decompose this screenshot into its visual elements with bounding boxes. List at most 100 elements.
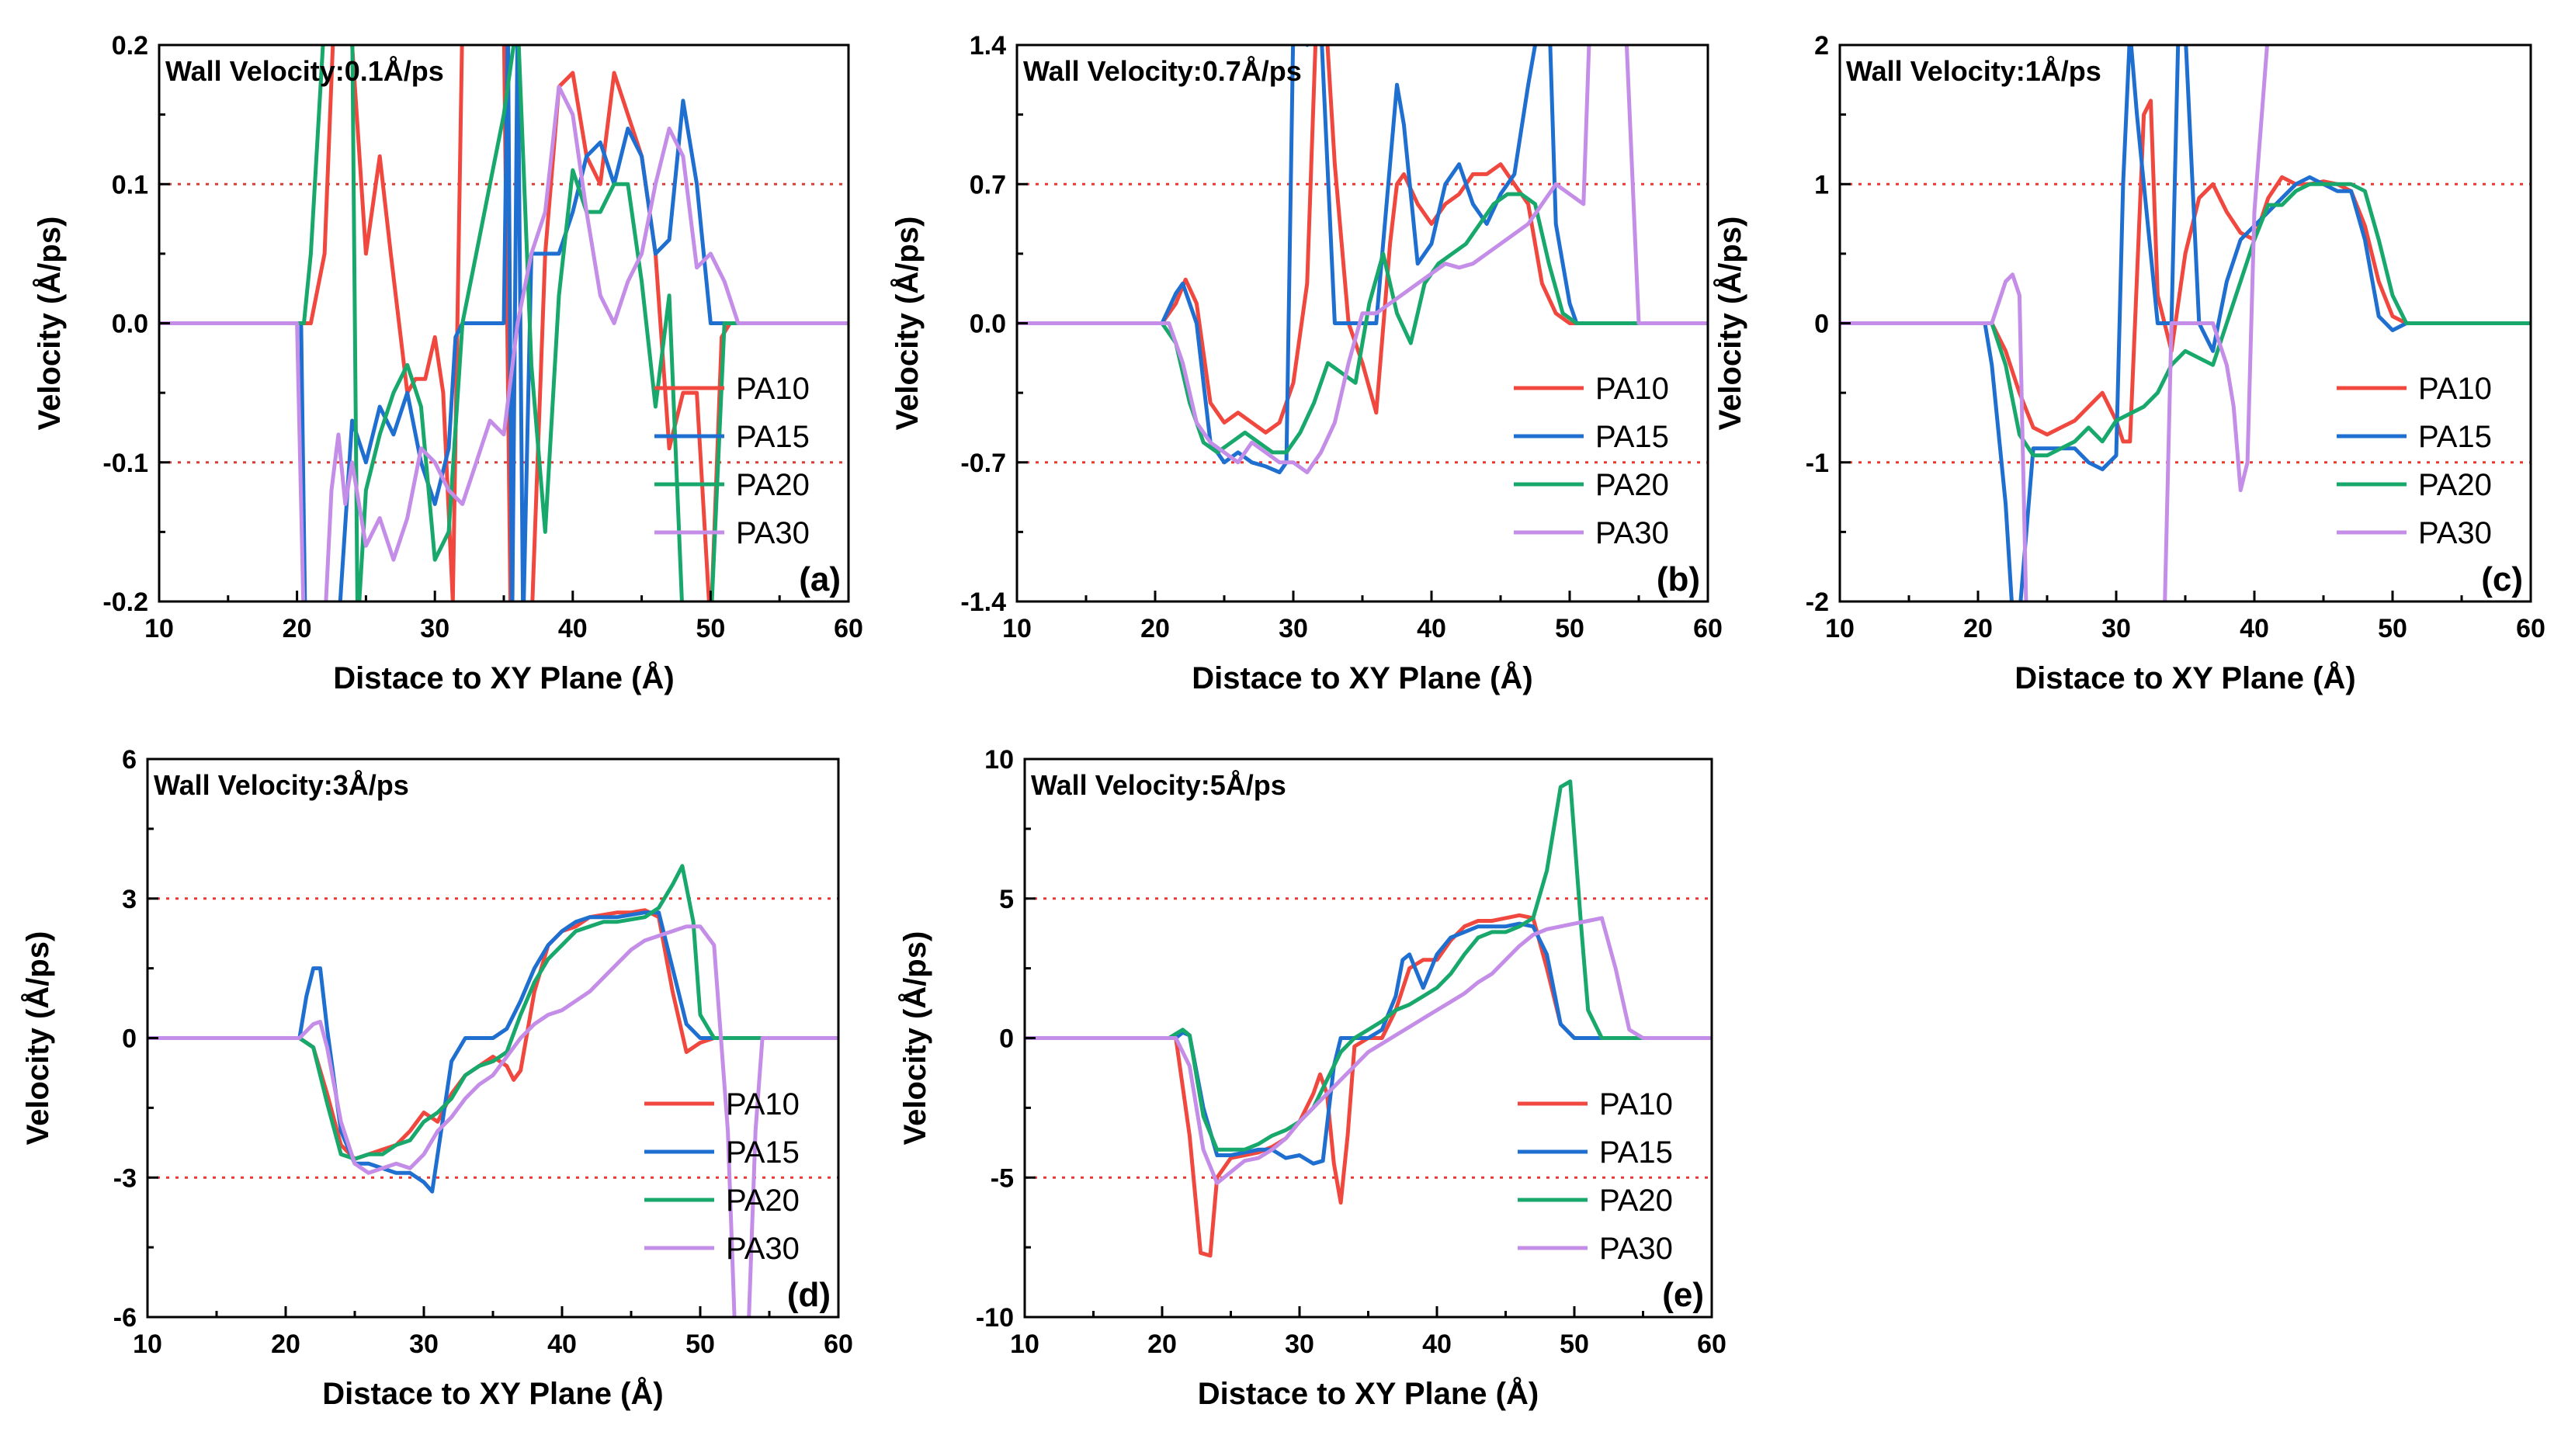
y-axis-title-b: Velocity (Å/ps)	[890, 217, 925, 431]
y-tick-label-e-4: 10	[984, 745, 1014, 775]
panel-title-c: Wall Velocity:1Å/ps	[1846, 55, 2101, 87]
y-tick-label-a-1: -0.1	[102, 449, 148, 478]
legend-label-c-pa30: PA30	[2418, 516, 2492, 550]
panel-letter-c: (c)	[2481, 560, 2523, 598]
x-tick-label-c-3: 40	[2240, 614, 2269, 643]
y-tick-label-e-2: 0	[999, 1024, 1014, 1054]
x-tick-label-d-5: 60	[824, 1329, 853, 1359]
x-tick-label-e-0: 10	[1010, 1329, 1039, 1359]
y-axis-title-c: Velocity (Å/ps)	[1713, 217, 1747, 431]
x-tick-label-e-1: 20	[1147, 1329, 1177, 1359]
y-tick-label-c-0: -2	[1806, 588, 1829, 617]
y-tick-label-c-3: 1	[1814, 170, 1829, 199]
x-tick-label-c-1: 20	[1963, 614, 1993, 643]
x-tick-label-c-0: 10	[1825, 614, 1855, 643]
y-tick-label-b-0: -1.4	[960, 588, 1006, 617]
x-tick-label-a-4: 50	[696, 614, 725, 643]
x-axis-title-c: Distace to XY Plane (Å)	[2014, 660, 2355, 695]
y-tick-label-d-2: 0	[122, 1024, 137, 1054]
x-tick-label-b-0: 10	[1002, 614, 1032, 643]
series-line-a-pa30	[159, 85, 848, 601]
x-tick-label-b-1: 20	[1140, 614, 1170, 643]
panel-letter-a: (a)	[799, 560, 841, 598]
x-tick-label-c-2: 30	[2101, 614, 2131, 643]
legend-label-d-pa15: PA15	[726, 1135, 800, 1170]
x-tick-label-c-5: 60	[2516, 614, 2545, 643]
x-tick-label-d-4: 50	[685, 1329, 715, 1359]
x-tick-label-a-5: 60	[834, 614, 863, 643]
series-line-e-pa30	[1025, 916, 1712, 1185]
x-tick-label-b-3: 40	[1417, 614, 1446, 643]
y-axis-title-d: Velocity (Å/ps)	[20, 931, 55, 1146]
y-tick-label-a-3: 0.1	[112, 170, 148, 199]
x-axis-title-a: Distace to XY Plane (Å)	[333, 660, 674, 695]
chart-panel-b: 10 20 30 40 50 60 -1.4 -0.7 0.0 0.7 1.4 Distace to …	[890, 31, 1723, 695]
legend-label-e-pa20: PA20	[1599, 1184, 1673, 1218]
chart-panel-e: 10 20 30 40 50 60 -10 -5 0 5 10 Distace to XY Plane…	[897, 745, 1726, 1411]
y-axis-title-e: Velocity (Å/ps)	[897, 931, 932, 1146]
x-tick-label-b-5: 60	[1693, 614, 1723, 643]
legend-label-d-pa20: PA20	[726, 1184, 800, 1218]
legend-label-b-pa20: PA20	[1595, 468, 1669, 502]
y-tick-label-d-0: -6	[113, 1303, 137, 1333]
series-line-b-pa15	[1017, 45, 1708, 475]
legend-label-a-pa20: PA20	[736, 468, 810, 502]
panel-letter-b: (b)	[1657, 560, 1700, 598]
panel-title-a: Wall Velocity:0.1Å/ps	[165, 55, 444, 87]
legend-label-b-pa10: PA10	[1595, 372, 1669, 406]
y-tick-label-c-2: 0	[1814, 310, 1829, 339]
panel-title-e: Wall Velocity:5Å/ps	[1031, 769, 1286, 801]
series-line-e-pa10	[1025, 913, 1712, 1258]
series-line-d-pa30	[147, 924, 838, 1317]
series-line-c-pa20	[1840, 182, 2531, 458]
y-tick-label-d-1: -3	[113, 1163, 137, 1193]
x-tick-label-d-0: 10	[133, 1329, 162, 1359]
legend-label-c-pa15: PA15	[2418, 420, 2492, 454]
x-tick-label-b-4: 50	[1555, 614, 1584, 643]
x-tick-label-a-2: 30	[420, 614, 449, 643]
series-line-e-pa20	[1025, 779, 1712, 1152]
x-tick-label-a-0: 10	[144, 614, 174, 643]
x-tick-label-e-3: 40	[1422, 1329, 1452, 1359]
legend-label-e-pa15: PA15	[1599, 1135, 1673, 1170]
y-tick-label-c-4: 2	[1814, 31, 1829, 61]
y-tick-label-e-3: 5	[999, 885, 1014, 914]
y-tick-label-b-2: 0.0	[970, 310, 1006, 339]
legend-label-c-pa10: PA10	[2418, 372, 2492, 406]
x-tick-label-d-1: 20	[271, 1329, 300, 1359]
chart-panel-d: 10 20 30 40 50 60 -6 -3 0 3 6 Distace to XY Plane (…	[20, 745, 853, 1411]
legend-label-b-pa30: PA30	[1595, 516, 1669, 550]
y-tick-label-b-3: 0.7	[970, 170, 1006, 199]
y-tick-label-d-4: 6	[122, 745, 137, 775]
y-tick-label-e-0: -10	[976, 1303, 1014, 1333]
panel-title-b: Wall Velocity:0.7Å/ps	[1023, 55, 1302, 87]
x-tick-label-b-2: 30	[1279, 614, 1308, 643]
panel-letter-d: (d)	[787, 1276, 831, 1314]
series-line-c-pa30	[1840, 45, 2269, 601]
y-tick-label-a-4: 0.2	[112, 31, 148, 61]
legend-label-c-pa20: PA20	[2418, 468, 2492, 502]
x-tick-label-a-1: 20	[283, 614, 312, 643]
legend-label-d-pa10: PA10	[726, 1087, 800, 1121]
series-line-d-pa20	[147, 864, 838, 1161]
x-tick-label-a-3: 40	[558, 614, 588, 643]
y-tick-label-e-1: -5	[991, 1163, 1014, 1193]
panel-letter-e: (e)	[1662, 1276, 1704, 1314]
x-tick-label-e-5: 60	[1697, 1329, 1726, 1359]
legend-label-a-pa10: PA10	[736, 372, 810, 406]
y-axis-title-a: Velocity (Å/ps)	[32, 217, 67, 431]
x-axis-title-d: Distace to XY Plane (Å)	[322, 1376, 663, 1411]
series-line-b-pa30	[1017, 45, 1708, 475]
x-tick-label-e-2: 30	[1285, 1329, 1314, 1359]
y-tick-label-a-0: -0.2	[102, 588, 148, 617]
y-tick-label-b-4: 1.4	[970, 31, 1006, 61]
y-tick-label-a-2: 0.0	[112, 310, 148, 339]
series-line-c-pa15	[1840, 45, 2531, 601]
legend-label-b-pa15: PA15	[1595, 420, 1669, 454]
x-tick-label-c-4: 50	[2378, 614, 2407, 643]
legend-label-a-pa15: PA15	[736, 420, 810, 454]
y-tick-label-c-1: -1	[1806, 449, 1829, 478]
legend-label-a-pa30: PA30	[736, 516, 810, 550]
series-line-a-pa10	[159, 45, 848, 601]
series-line-b-pa10	[1017, 45, 1708, 435]
